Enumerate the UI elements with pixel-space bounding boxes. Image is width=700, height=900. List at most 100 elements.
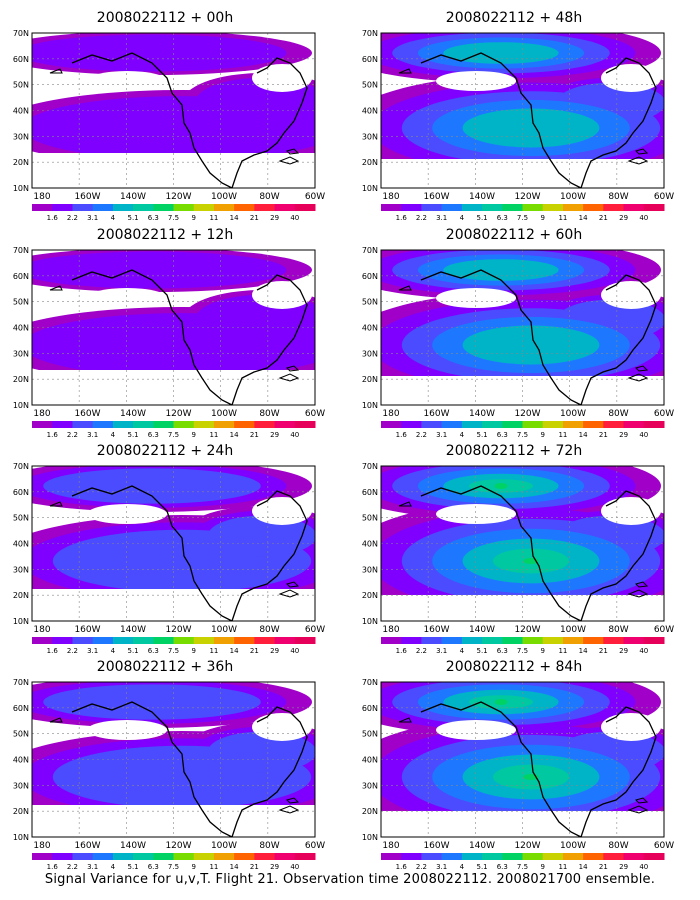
lat-tick-label: 10N — [362, 401, 378, 410]
colorbar-label: 2.2 — [67, 214, 78, 222]
colorbar-swatch — [562, 637, 584, 644]
colorbar-swatch — [153, 421, 174, 428]
colorbar-swatch — [623, 204, 645, 211]
lat-tick-label: 70N — [13, 247, 29, 255]
lat-tick-label: 10N — [362, 184, 378, 193]
lat-tick-label: 10N — [13, 401, 29, 410]
lon-tick-label: 80W — [608, 192, 628, 202]
lon-tick-label: 80W — [259, 409, 279, 419]
map-plot: 70N 60N 50N 40N 30N 20N 10N 180 160W 140W 120W 100W… — [362, 679, 674, 871]
lat-tick-label: 30N — [13, 132, 29, 141]
colorbar-swatch — [112, 421, 134, 428]
lon-tick-label: 100W — [560, 841, 586, 851]
lon-tick-label: 180 — [382, 841, 399, 851]
lon-tick-label: 180 — [382, 192, 399, 202]
colorbar-label: 3.1 — [87, 647, 98, 655]
colorbar-swatch — [603, 853, 625, 860]
lat-tick-label: 60N — [13, 272, 29, 281]
lon-tick-label: 60W — [305, 409, 325, 419]
colorbar-swatch — [461, 853, 483, 860]
lon-tick-label: 60W — [654, 192, 674, 202]
lat-tick-label: 60N — [362, 488, 378, 497]
colorbar-swatch — [522, 204, 544, 211]
colorbar-swatch — [133, 637, 154, 644]
colorbar-label: 9 — [191, 214, 195, 222]
lat-tick-label: 30N — [362, 349, 378, 358]
panel-title: 2008022112 + 24h — [96, 443, 234, 459]
colorbar-swatch — [482, 853, 503, 860]
colorbar-swatch — [522, 421, 544, 428]
lat-tick-label: 50N — [13, 730, 29, 739]
lon-tick-label: 60W — [654, 625, 674, 635]
colorbar-label: 40 — [290, 863, 299, 871]
lon-tick-label: 120W — [514, 192, 540, 202]
figure-caption: Signal Variance for u,v,T. Flight 21. Ob… — [44, 872, 656, 887]
colorbar-label: 2.2 — [416, 863, 427, 871]
lon-tick-label: 140W — [469, 625, 495, 635]
lon-tick-label: 160W — [74, 409, 100, 419]
colorbar-swatch — [441, 853, 463, 860]
colorbar-label: 1.6 — [47, 431, 59, 439]
map-panel: 2008022112 + 60h 70N 60N 50N 40N 30N 20N 10N 180… — [349, 227, 679, 442]
colorbar-label: 14 — [230, 647, 239, 655]
colorbar-swatch — [643, 853, 665, 860]
colorbar-label: 29 — [619, 431, 628, 439]
colorbar-swatch — [482, 204, 503, 211]
colorbar-label: 40 — [290, 214, 299, 222]
lon-tick-label: 120W — [165, 409, 191, 419]
panel-title: 2008022112 + 60h — [445, 227, 583, 243]
colorbar-label: 21 — [250, 214, 259, 222]
colorbar-swatch — [153, 204, 174, 211]
colorbar-label: 40 — [290, 647, 299, 655]
colorbar-swatch — [603, 204, 625, 211]
colorbar-label: 2.2 — [416, 647, 427, 655]
lat-tick-label: 20N — [362, 591, 378, 600]
map-panel: 2008022112 + 72h 70N 60N 50N 40N 30N 20N 10N 180… — [349, 443, 679, 658]
lon-tick-label: 80W — [608, 841, 628, 851]
colorbar-swatch — [92, 421, 114, 428]
lon-tick-label: 120W — [165, 625, 191, 635]
colorbar-swatch — [441, 421, 463, 428]
colorbar-label: 6.3 — [497, 863, 508, 871]
colorbar-label: 11 — [209, 863, 218, 871]
colorbar-swatch — [294, 853, 316, 860]
map-plot: 70N 60N 50N 40N 30N 20N 10N 180 160W 140W 120W 100W… — [13, 463, 325, 655]
colorbar-swatch — [173, 637, 195, 644]
colorbar-swatch — [193, 637, 215, 644]
colorbar-swatch — [381, 204, 402, 211]
map-plot: 70N 60N 50N 40N 30N 20N 10N 180 160W 140W 120W 100W… — [13, 30, 325, 222]
map-plot: 70N 60N 50N 40N 30N 20N 10N 180 160W 140W 120W 100W… — [362, 30, 674, 222]
colorbar-swatch — [173, 421, 195, 428]
colorbar-swatch — [153, 853, 174, 860]
colorbar-label: 1.6 — [396, 431, 408, 439]
colorbar-label: 14 — [230, 214, 239, 222]
colorbar-swatch — [32, 204, 53, 211]
colorbar-label: 1.6 — [47, 647, 59, 655]
colorbar-swatch — [643, 637, 665, 644]
lat-tick-label: 20N — [13, 158, 29, 167]
colorbar-swatch — [542, 637, 564, 644]
panel-title: 2008022112 + 84h — [445, 659, 583, 675]
colorbar-label: 5.1 — [477, 431, 488, 439]
colorbar-label: 21 — [599, 214, 608, 222]
colorbar-label: 11 — [209, 214, 218, 222]
panel-title: 2008022112 + 12h — [96, 227, 234, 243]
lat-tick-label: 10N — [13, 617, 29, 626]
colorbar-label: 7.5 — [517, 647, 528, 655]
colorbar-swatch — [441, 637, 463, 644]
lon-tick-label: 60W — [305, 625, 325, 635]
lon-tick-label: 100W — [560, 409, 586, 419]
colorbar-label: 6.3 — [148, 214, 159, 222]
colorbar-swatch — [562, 421, 584, 428]
colorbar-swatch — [52, 421, 73, 428]
lat-tick-label: 70N — [362, 30, 378, 38]
lat-tick-label: 10N — [362, 833, 378, 842]
colorbar-label: 4 — [111, 214, 116, 222]
colorbar-swatch — [381, 637, 402, 644]
colorbar-label: 14 — [579, 863, 588, 871]
colorbar-label: 5.1 — [477, 863, 488, 871]
lon-tick-label: 60W — [654, 841, 674, 851]
colorbar-swatch — [173, 853, 195, 860]
colorbar-swatch — [583, 637, 604, 644]
colorbar-swatch — [401, 853, 422, 860]
